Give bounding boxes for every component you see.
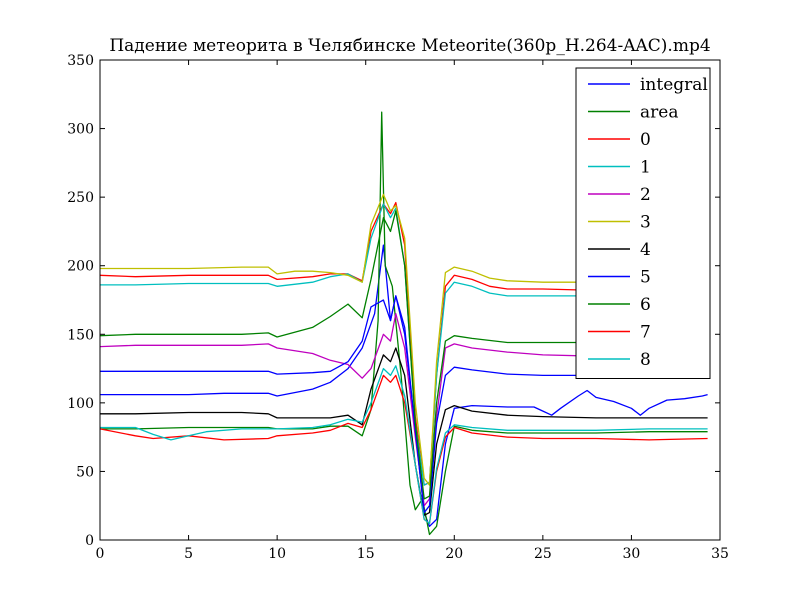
x-tick-label: 10 (268, 546, 286, 562)
x-tick-label: 25 (534, 546, 552, 562)
legend-label-integral: integral (640, 75, 708, 95)
legend-label-7: 7 (640, 323, 651, 343)
series-line-8 (100, 365, 708, 525)
x-tick-label: 35 (711, 546, 729, 562)
y-tick-label: 50 (76, 464, 94, 480)
y-tick-label: 250 (67, 190, 94, 206)
legend-label-4: 4 (640, 240, 651, 260)
plot-frame (99, 59, 721, 541)
y-tick-label: 150 (67, 327, 94, 343)
y-tick-label: 300 (67, 122, 94, 138)
x-tick-label: 0 (96, 546, 105, 562)
chart-title: Падение метеорита в Челябинске Meteorite… (109, 36, 710, 56)
series-line-7 (99, 374, 708, 525)
legend-label-2: 2 (640, 185, 651, 205)
x-tick-label: 20 (445, 546, 463, 562)
legend-label-6: 6 (640, 295, 651, 315)
legend-label-5: 5 (640, 268, 651, 288)
series-line-4 (100, 347, 708, 516)
series-line-2 (99, 313, 708, 507)
legend-box (575, 67, 711, 379)
series-line-5 (100, 295, 708, 514)
plot-lines (99, 111, 708, 536)
y-tick-label: 350 (67, 53, 94, 69)
series-line-6 (99, 210, 708, 500)
x-tick-label: 15 (357, 546, 375, 562)
legend-label-1: 1 (640, 158, 651, 178)
x-tick-label: 30 (623, 546, 641, 562)
legend-label-0: 0 (640, 130, 651, 150)
y-tick-label: 100 (67, 396, 94, 412)
legend-label-3: 3 (640, 213, 651, 233)
x-tick-label: 5 (184, 546, 193, 562)
legend-label-8: 8 (640, 350, 651, 370)
series-line-3 (100, 193, 708, 486)
legend: integral area 0 1 2 3 4 5 6 7 8 (575, 67, 711, 379)
y-tick-label: 200 (67, 259, 94, 275)
y-tick-label: 0 (85, 533, 94, 549)
legend-label-area: area (640, 103, 678, 123)
series-line-integral (100, 244, 708, 527)
